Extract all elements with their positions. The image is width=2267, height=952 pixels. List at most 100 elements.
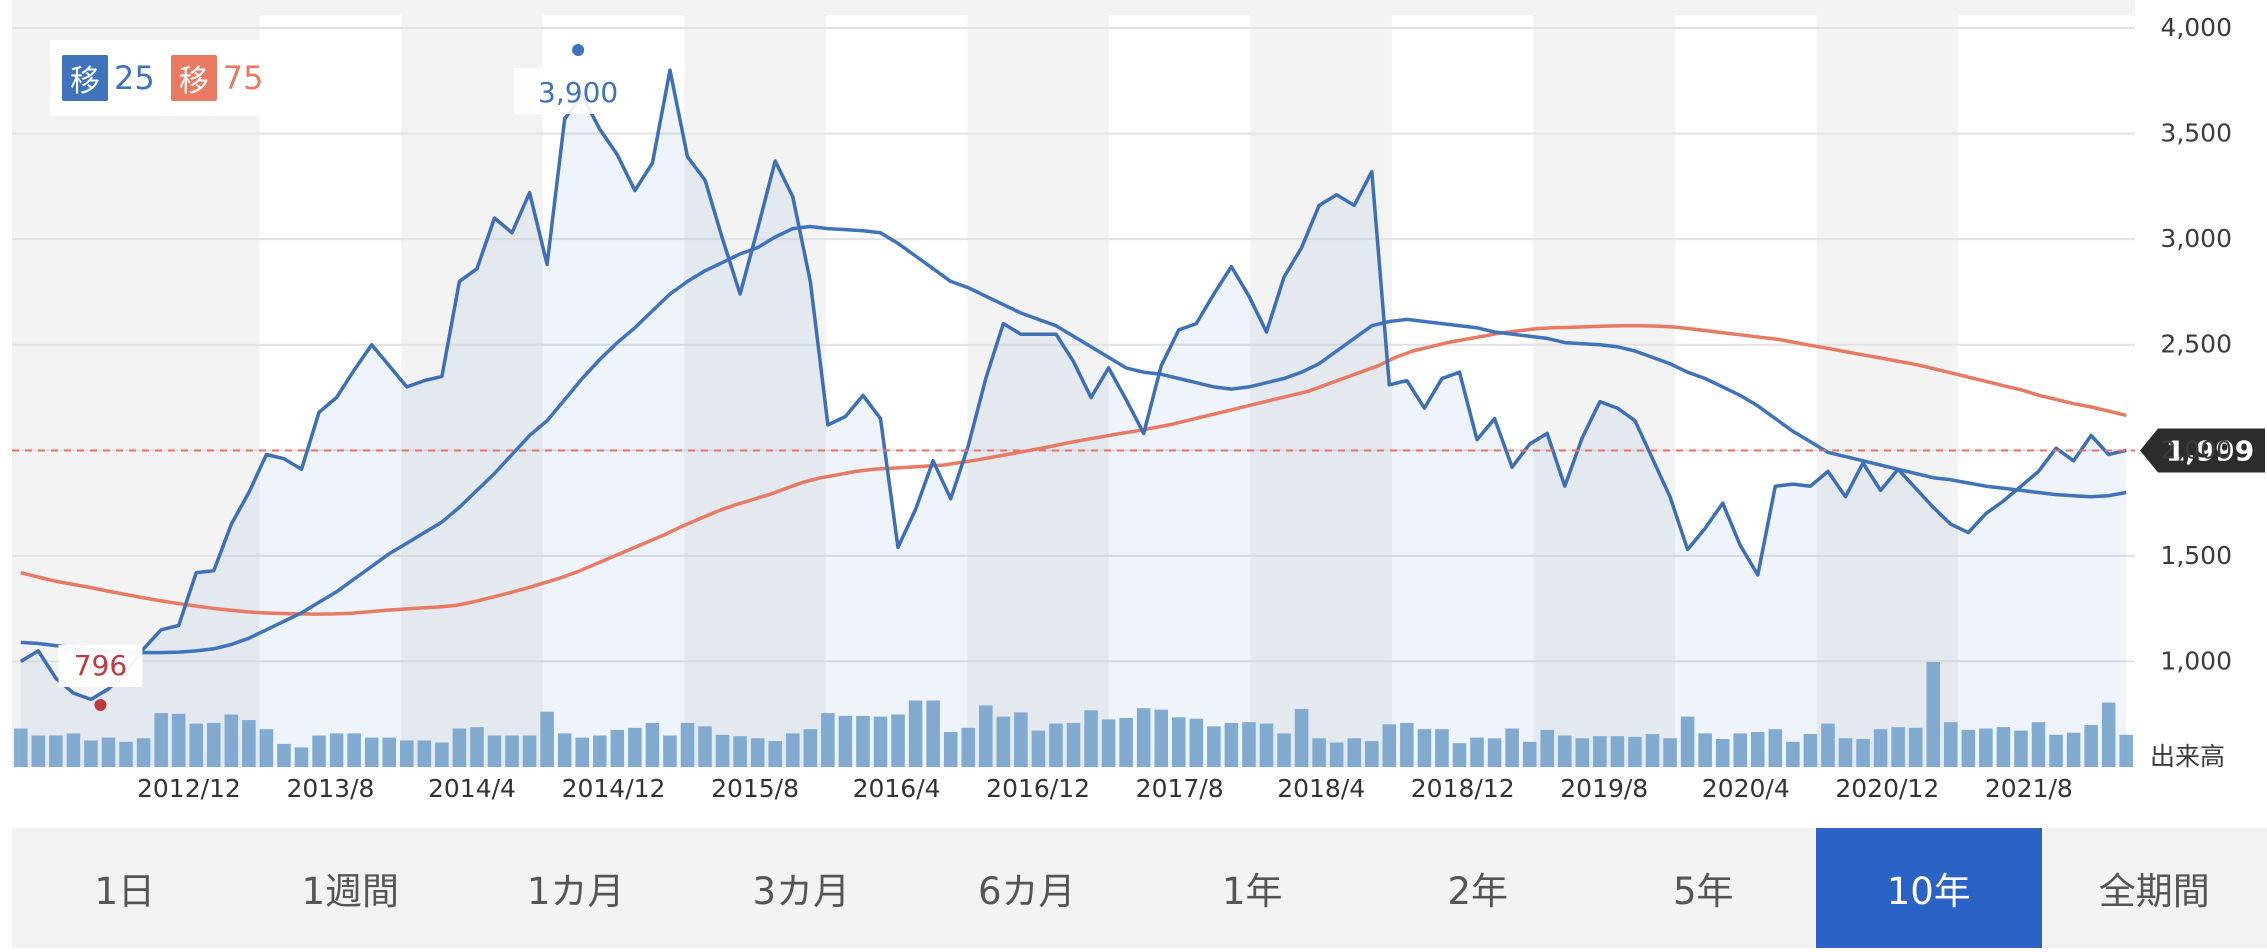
volume-bar (1628, 736, 1642, 767)
volume-bar (540, 711, 554, 767)
volume-bar (908, 700, 923, 767)
volume-bar (84, 740, 98, 767)
legend-ma25-label: 25 (114, 59, 155, 97)
volume-bar (891, 714, 905, 767)
volume-bar (1891, 727, 1905, 767)
volume-bar (733, 736, 747, 767)
volume-bar (1189, 718, 1204, 767)
volume-bar (1680, 716, 1695, 767)
stock-chart: 1,999 1,000 1,500 2,000 2,500 3,000 3,500 4,000… (12, 0, 2265, 803)
volume-bar (49, 735, 63, 767)
x-tick-label: 2017/8 (1136, 774, 1224, 803)
x-tick-label: 2021/8 (1985, 774, 2073, 803)
volume-bar (1452, 743, 1467, 767)
volume-bar (1733, 733, 1747, 767)
volume-bar (347, 733, 361, 767)
volume-bar (1487, 738, 1502, 767)
volume-bar (1119, 718, 1133, 767)
volume-bar (1014, 712, 1028, 767)
volume-bar (1873, 729, 1888, 767)
x-tick-label: 2016/12 (986, 774, 1090, 803)
tab-1-month[interactable]: 1カ月 (526, 870, 625, 913)
x-tick-label: 2016/4 (853, 774, 941, 803)
tab-10-years[interactable]: 10年 (1816, 828, 2042, 948)
y-tick-label: 1,000 (2160, 646, 2232, 675)
x-tick-label: 2018/4 (1277, 774, 1365, 803)
volume-bar (1031, 730, 1046, 767)
tab-6-months[interactable]: 6カ月 (977, 870, 1076, 913)
volume-bar (2119, 734, 2133, 767)
volume-bar (101, 737, 116, 767)
volume-bar (996, 716, 1011, 767)
volume-bar (768, 741, 782, 767)
volume-bar (294, 747, 309, 767)
volume-bar (1347, 738, 1361, 767)
volume-bar (242, 720, 256, 767)
legend-ma25-badge: 移 (62, 55, 108, 101)
min-label: 796 (74, 649, 127, 682)
annotations: 3,900 796 (58, 44, 643, 711)
x-tick-label: 2020/4 (1702, 774, 1790, 803)
y-tick-label: 2,500 (2160, 330, 2232, 359)
volume-bar (189, 723, 203, 767)
min-label-bg (58, 645, 143, 687)
volume-bar (1259, 723, 1274, 767)
volume-label: 出来高 (2150, 742, 2225, 771)
volume-bar (400, 740, 414, 767)
volume-bar (224, 714, 239, 767)
y-tick-label: 3,000 (2160, 224, 2232, 253)
volume-bar (1329, 742, 1344, 767)
volume-bar (1821, 723, 1835, 767)
tab-2-years[interactable]: 2年 (1447, 870, 1509, 913)
period-band (967, 15, 1109, 767)
volume-bar (417, 740, 432, 767)
volume-bar (1417, 729, 1432, 767)
tab-5-years[interactable]: 5年 (1672, 870, 1734, 913)
tab-1-week[interactable]: 1週間 (301, 870, 400, 913)
tab-1-year[interactable]: 1年 (1221, 870, 1283, 913)
volume-bar (1751, 732, 1765, 767)
volume-bar (1312, 738, 1326, 767)
volume-bar (1154, 709, 1168, 767)
max-marker (572, 44, 585, 56)
volume-bar (1365, 741, 1379, 767)
volume-bar (435, 742, 449, 767)
volume-bar (1172, 717, 1186, 767)
volume-bar (1645, 734, 1660, 767)
max-label-bg (514, 68, 643, 114)
volume-bar (698, 726, 712, 767)
volume-bar (1400, 722, 1414, 767)
volume-bar (593, 735, 607, 767)
volume-bar (838, 715, 853, 767)
volume-bar (803, 729, 818, 767)
volume-bar (452, 728, 467, 767)
tab-3-months[interactable]: 3カ月 (752, 870, 851, 913)
volume-bar (873, 716, 888, 767)
volume-bar (154, 713, 168, 767)
ma25-line (20, 224, 2127, 655)
volume-bar (522, 735, 537, 767)
current-price-label: 1,999 (2166, 434, 2255, 467)
volume-bar (715, 734, 730, 767)
x-tick-label: 2020/12 (1835, 774, 1939, 803)
volume-bar (961, 727, 975, 767)
volume-bar (1961, 729, 1976, 767)
volume-bar (1698, 733, 1712, 767)
volume-bar (1224, 722, 1239, 767)
volume-bar (1908, 727, 1923, 767)
volume-bar (1540, 729, 1554, 767)
volume-bar (1979, 728, 1993, 767)
period-band (1816, 15, 1959, 767)
period-tabs: 1日 1週間 1カ月 3カ月 6カ月 1年 2年 5年 10年 全期間 (12, 828, 2267, 948)
y-tick-label: 1,500 (2160, 541, 2232, 570)
volume-bar (786, 733, 800, 767)
volume-bar (1066, 722, 1081, 767)
volume-bar (259, 729, 274, 767)
volume-bar (1242, 722, 1256, 767)
volume-bar (645, 722, 660, 767)
tab-1-day[interactable]: 1日 (94, 870, 156, 913)
volume-bar (979, 705, 993, 767)
volume-bar (2049, 734, 2063, 767)
y-tick-label: 4,000 (2160, 13, 2232, 42)
tab-all-period[interactable]: 全期間 (2098, 870, 2210, 913)
